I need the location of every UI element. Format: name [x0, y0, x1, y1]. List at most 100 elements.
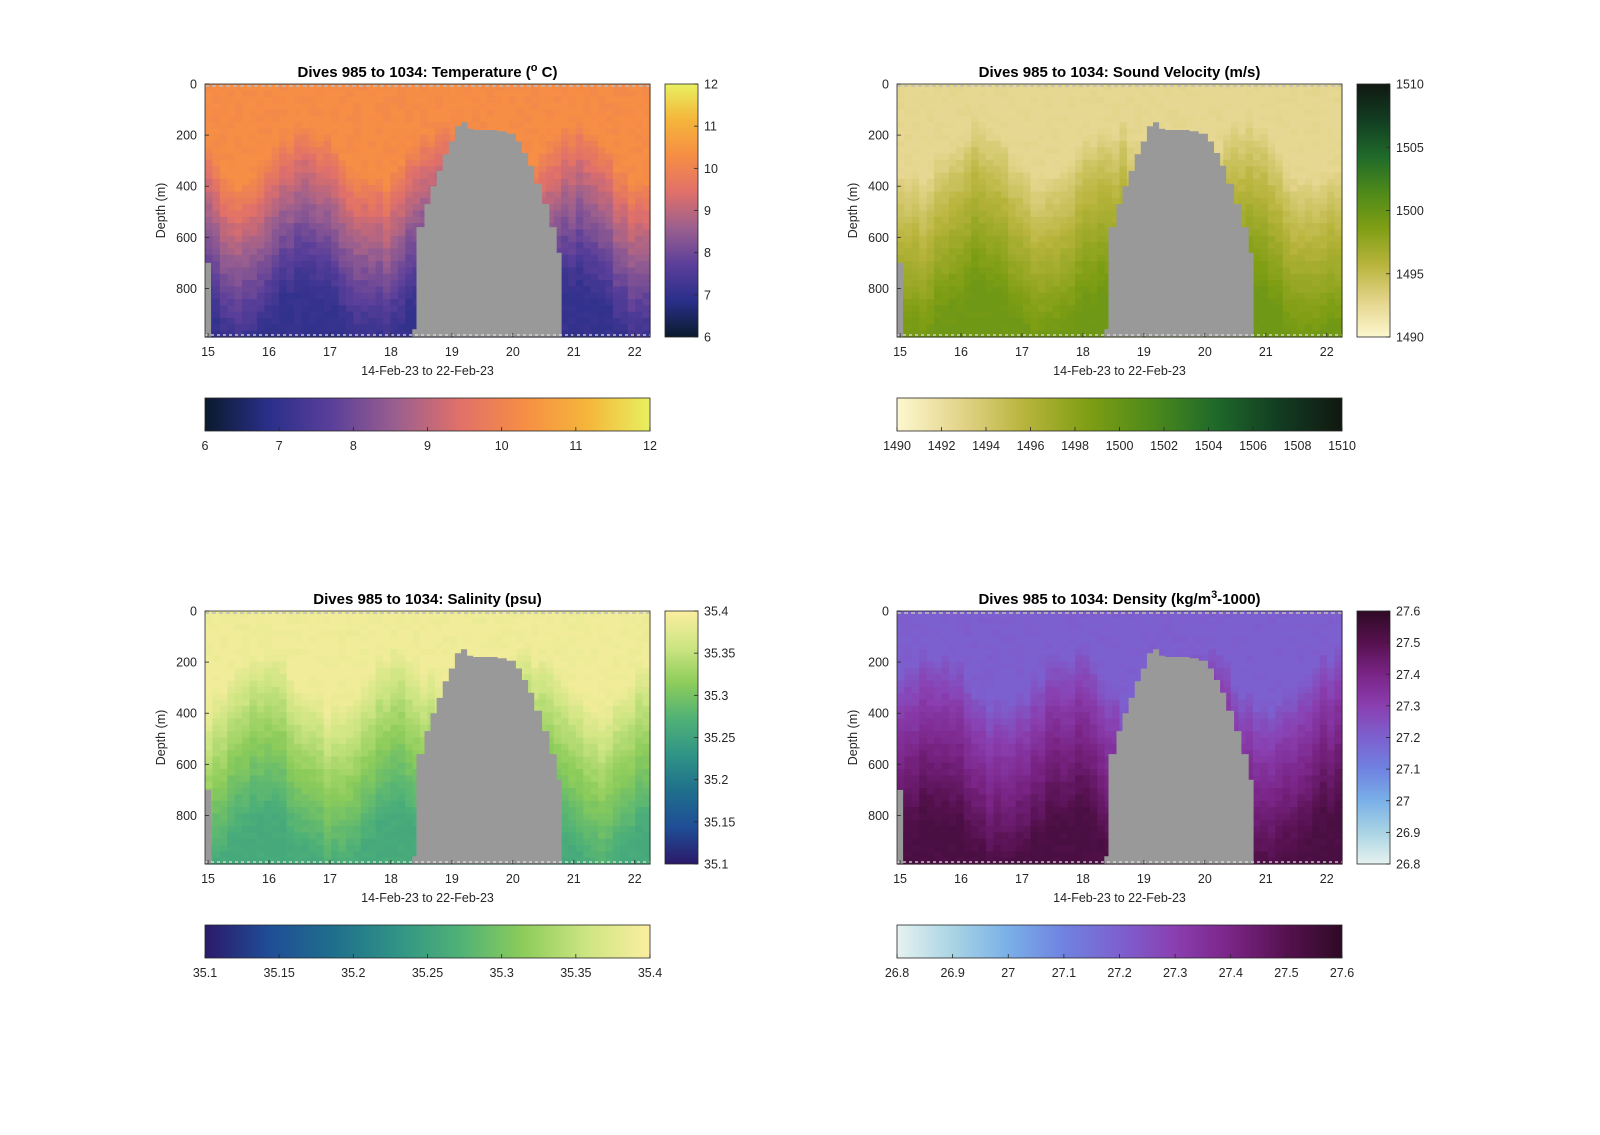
heatmap-cell [397, 153, 406, 161]
heatmap-cell [249, 286, 258, 294]
heatmap-cell [271, 261, 280, 269]
heatmap-cell [205, 712, 214, 720]
heatmap-cell [286, 90, 295, 98]
heatmap-cell [635, 318, 644, 325]
heatmap-cell [1275, 210, 1284, 218]
heatmap-cell [605, 191, 614, 199]
heatmap-cell [279, 286, 288, 294]
heatmap-cell [353, 311, 362, 319]
heatmap-cell [1075, 248, 1084, 256]
heatmap-cell [963, 286, 972, 294]
heatmap-cell [1267, 102, 1276, 110]
heatmap-cell [590, 166, 599, 174]
heatmap-cell [911, 292, 920, 300]
heatmap-cell [279, 261, 288, 269]
heatmap-cell [1089, 140, 1098, 148]
heatmap-cell [405, 147, 414, 155]
heatmap-cell [919, 216, 928, 224]
heatmap-cell [1045, 159, 1054, 167]
heatmap-cell [978, 191, 987, 199]
heatmap-cell [1030, 191, 1039, 199]
heatmap-cell [1208, 134, 1217, 142]
heatmap-cell [598, 248, 607, 256]
heatmap-cell [1000, 318, 1009, 325]
heatmap-cell [286, 140, 295, 148]
heatmap-cell [1312, 191, 1321, 199]
heatmap-cell [1037, 223, 1046, 231]
heatmap-cell [234, 153, 243, 161]
heatmap-cell [316, 267, 325, 275]
heatmap-cell [605, 318, 614, 325]
heatmap-cell [1334, 286, 1343, 294]
heatmap-cell [323, 96, 332, 104]
heatmap-cell [1082, 102, 1091, 110]
heatmap-cell [1253, 311, 1262, 319]
heatmap-cell [568, 109, 577, 117]
heatmap-cell [642, 242, 651, 250]
heatmap-cell [360, 229, 369, 237]
heatmap-cell [1245, 166, 1254, 174]
heatmap-cell [412, 216, 421, 224]
heatmap-cell [1304, 248, 1313, 256]
heatmap-cell [234, 330, 243, 338]
heatmap-cell [1304, 90, 1313, 98]
heatmap-cell [1290, 191, 1299, 199]
heatmap-cell [948, 197, 957, 205]
colorbar-horizontal-label: 1506 [1239, 439, 1267, 453]
heatmap-cell [227, 318, 236, 325]
heatmap-cell [242, 261, 251, 269]
heatmap-cell [598, 299, 607, 306]
heatmap-cell [212, 229, 221, 237]
heatmap-cell [1275, 273, 1284, 281]
heatmap-cell [1327, 128, 1336, 136]
heatmap-cell [1327, 216, 1336, 224]
heatmap-cell [620, 235, 629, 243]
heatmap-cell [1000, 185, 1009, 193]
heatmap-cell [294, 191, 303, 199]
heatmap-cell [1082, 134, 1091, 142]
heatmap-cell [1112, 96, 1121, 104]
heatmap-cell [1045, 191, 1054, 199]
heatmap-cell [986, 324, 995, 332]
heatmap-cell [1171, 115, 1180, 123]
heatmap-cell [971, 235, 980, 243]
heatmap-cell [1060, 134, 1069, 142]
heatmap-cell [546, 185, 555, 193]
heatmap-cell [1015, 324, 1024, 332]
heatmap-cell [1097, 96, 1106, 104]
heatmap-cell [442, 128, 451, 136]
heatmap-cell [561, 299, 570, 306]
heatmap-cell [212, 267, 221, 275]
heatmap-cell [279, 254, 288, 262]
heatmap-cell [561, 248, 570, 256]
heatmap-cell [1097, 134, 1106, 142]
heatmap-cell [635, 210, 644, 218]
heatmap-cell [605, 178, 614, 186]
heatmap-cell [212, 674, 221, 682]
heatmap-cell [1282, 286, 1291, 294]
heatmap-cell [1045, 185, 1054, 193]
heatmap-cell [509, 84, 518, 91]
heatmap-cell [227, 204, 236, 212]
heatmap-cell [620, 330, 629, 338]
heatmap-cell [1245, 140, 1254, 148]
heatmap-cell [1008, 286, 1017, 294]
heatmap-cell [971, 242, 980, 250]
heatmap-cell [368, 311, 377, 319]
heatmap-cell [612, 229, 621, 237]
heatmap-cell [353, 299, 362, 306]
heatmap-cell [1253, 128, 1262, 136]
heatmap-cell [605, 242, 614, 250]
heatmap-cell [1334, 292, 1343, 300]
heatmap-cell [941, 330, 950, 338]
heatmap-cell [249, 90, 258, 98]
heatmap-cell [279, 273, 288, 281]
heatmap-cell [612, 172, 621, 180]
heatmap-cell [553, 204, 562, 212]
heatmap-cell [627, 90, 636, 98]
heatmap-cell [1282, 102, 1291, 110]
heatmap-cell [605, 172, 614, 180]
heatmap-cell [986, 318, 995, 325]
heatmap-cell [605, 311, 614, 319]
heatmap-cell [323, 248, 332, 256]
